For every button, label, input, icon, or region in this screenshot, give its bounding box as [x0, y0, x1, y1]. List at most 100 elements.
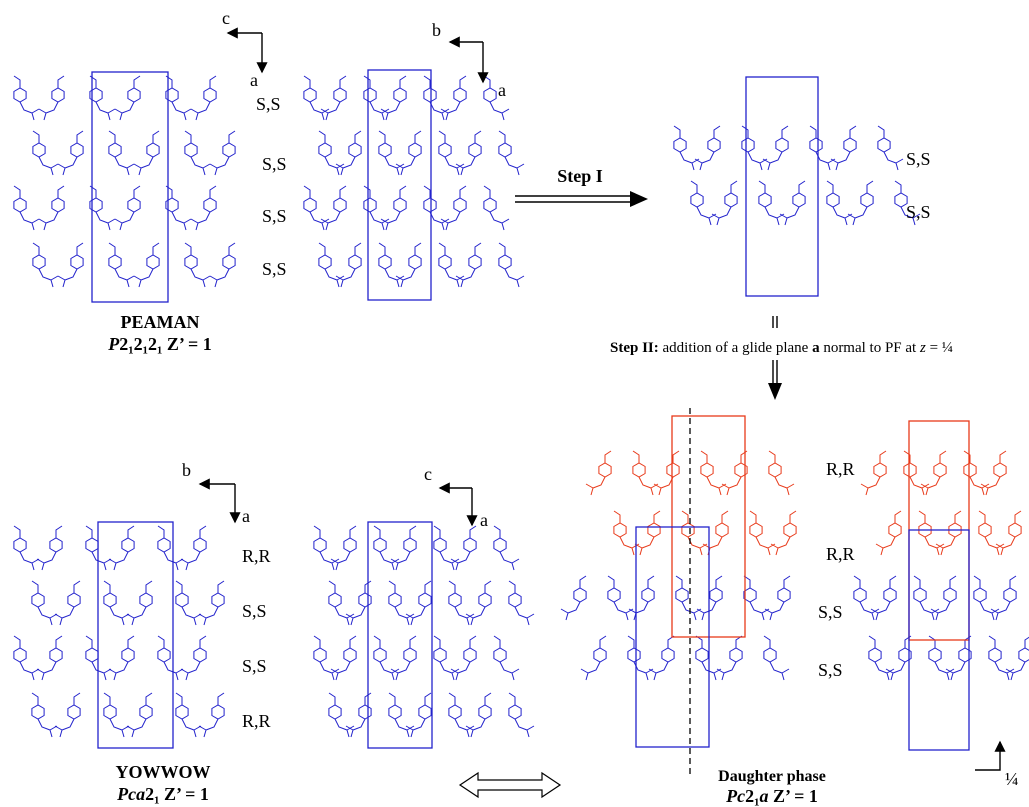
molecule — [974, 576, 999, 620]
molecule — [329, 581, 354, 625]
layer-label: S,S — [262, 154, 287, 174]
structure-name: PEAMAN — [121, 312, 200, 332]
molecule — [109, 243, 134, 287]
molecule — [336, 131, 361, 175]
molecule — [14, 186, 39, 230]
arrow-head — [768, 383, 782, 400]
molecule — [319, 131, 344, 175]
molecules — [14, 76, 1029, 737]
molecule — [827, 181, 852, 225]
molecule — [210, 131, 235, 175]
axis-label: a — [250, 70, 258, 90]
molecule — [134, 243, 159, 287]
molecule — [763, 126, 788, 170]
molecule — [996, 511, 1021, 555]
molecule — [199, 693, 224, 737]
molecule — [127, 581, 152, 625]
molecule — [451, 636, 476, 680]
molecule — [929, 636, 954, 680]
molecule — [158, 526, 183, 570]
molecule — [676, 576, 701, 620]
molecule — [780, 181, 805, 225]
structure-name: YOWWOW — [115, 762, 210, 782]
molecule — [90, 186, 115, 230]
molecule — [886, 636, 911, 680]
axis-label: a — [480, 510, 488, 530]
molecule — [396, 131, 421, 175]
molecule — [109, 131, 134, 175]
molecule — [158, 636, 183, 680]
molecule — [682, 511, 707, 555]
molecule — [381, 76, 406, 120]
molecule — [127, 693, 152, 737]
molecule — [166, 186, 191, 230]
molecule — [691, 181, 716, 225]
molecule — [336, 243, 361, 287]
molecule — [712, 181, 737, 225]
molecule — [185, 243, 210, 287]
molecule — [441, 186, 466, 230]
molecule — [389, 581, 414, 625]
molecule — [39, 76, 64, 120]
molecule — [58, 243, 83, 287]
molecule — [55, 693, 80, 737]
layer-label: S,S — [262, 259, 287, 279]
molecule — [919, 511, 944, 555]
molecule — [904, 451, 929, 495]
molecule — [654, 451, 679, 495]
molecule — [191, 76, 216, 120]
molecule — [561, 576, 586, 620]
molecule — [321, 186, 346, 230]
molecule — [37, 636, 62, 680]
axis-label: c — [222, 8, 230, 28]
molecule — [321, 76, 346, 120]
molecule — [764, 636, 789, 680]
molecule — [831, 126, 856, 170]
molecule — [424, 186, 449, 230]
molecule — [304, 76, 329, 120]
unit-cell — [746, 77, 818, 296]
axis-label: b — [182, 460, 191, 480]
molecule — [914, 576, 939, 620]
molecule — [466, 693, 491, 737]
molecule — [176, 581, 201, 625]
molecule — [989, 636, 1014, 680]
molecule — [810, 126, 835, 170]
quarter-label: ¼ — [1005, 769, 1019, 789]
molecule — [449, 693, 474, 737]
molecule — [176, 693, 201, 737]
layer-label: S,S — [818, 602, 843, 622]
molecule — [331, 636, 356, 680]
layer-label: R,R — [826, 544, 855, 564]
molecule — [14, 526, 39, 570]
layer-label: S,S — [818, 660, 843, 680]
layer-label: S,S — [906, 149, 931, 169]
molecule — [869, 636, 894, 680]
molecule — [946, 636, 971, 680]
molecule — [406, 581, 431, 625]
molecule — [633, 451, 658, 495]
layer-label: R,R — [826, 459, 855, 479]
molecule — [181, 526, 206, 570]
axis-label: b — [432, 20, 441, 40]
space-group: Pca2₁ Z’ = 1 — [116, 784, 209, 804]
unit-cell — [368, 522, 432, 748]
molecule — [614, 511, 639, 555]
axis-label: a — [242, 506, 250, 526]
molecule — [389, 693, 414, 737]
unit-cell — [98, 522, 173, 748]
layer-label: S,S — [262, 206, 287, 226]
step-2-text: Step II: addition of a glide plane a nor… — [610, 340, 953, 356]
molecule — [509, 581, 534, 625]
structure-name: Daughter phase — [718, 768, 826, 785]
molecule — [744, 576, 769, 620]
molecule — [964, 451, 989, 495]
molecule — [331, 526, 356, 570]
molecule — [391, 526, 416, 570]
arrow-head — [630, 191, 648, 207]
molecule — [104, 693, 129, 737]
layer-label: S,S — [256, 94, 281, 114]
molecule — [304, 186, 329, 230]
molecule — [109, 526, 134, 570]
double-arrow — [460, 773, 560, 797]
